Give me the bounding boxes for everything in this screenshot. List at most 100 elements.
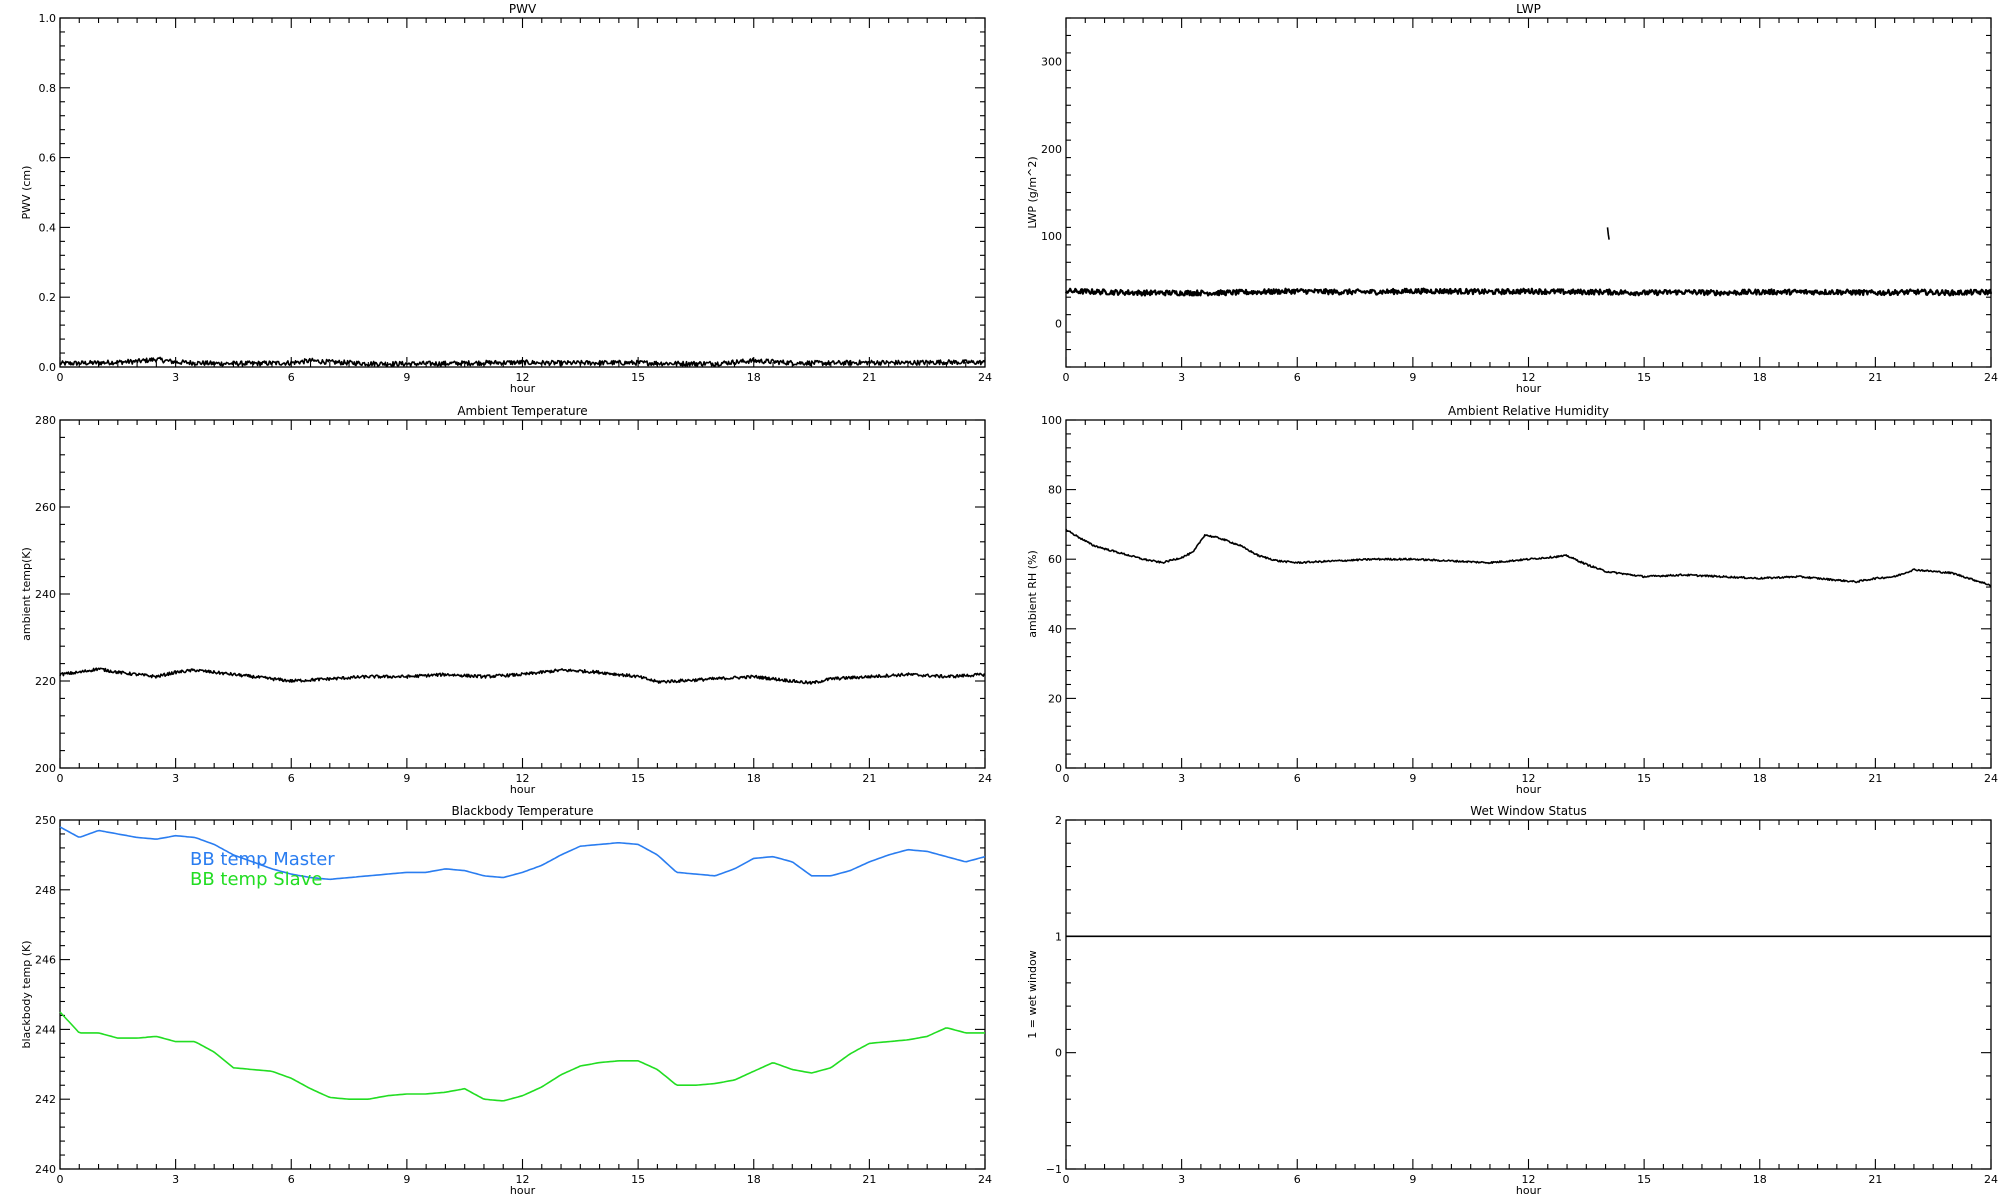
y-tick-label: 80: [1048, 484, 1062, 497]
y-tick-label: 0.2: [39, 291, 57, 304]
series-line-2: [1606, 227, 1610, 240]
x-tick-label: 0: [57, 1173, 64, 1186]
y-tick-label: 220: [35, 675, 56, 688]
x-tick-label: 6: [1294, 371, 1301, 384]
chart-panel-4: Ambient Relative Humidity 0 3 6 9 12 15 18 21 24 h…: [1026, 404, 1998, 796]
y-tick-label: 200: [35, 762, 56, 775]
x-axis-label: hour: [1516, 1184, 1542, 1197]
y-tick-label: 240: [35, 588, 56, 601]
x-tick-label: 3: [1178, 772, 1185, 785]
y-axis-label: PWV (cm): [20, 166, 33, 220]
x-tick-label: 12: [1522, 371, 1536, 384]
y-tick-label: 200: [1041, 143, 1062, 156]
x-axis-label: hour: [510, 1184, 536, 1197]
x-tick-label: 9: [403, 772, 410, 785]
x-tick-label: 6: [1294, 1173, 1301, 1186]
x-axis-label: hour: [1516, 382, 1542, 395]
x-tick-label: 18: [747, 1173, 761, 1186]
y-tick-label: 244: [35, 1023, 56, 1036]
x-tick-label: 6: [288, 1173, 295, 1186]
x-tick-label: 21: [862, 371, 876, 384]
x-tick-label: 9: [403, 371, 410, 384]
x-tick-label: 18: [747, 371, 761, 384]
plot-frame: [1065, 419, 1992, 769]
y-tick-label: 100: [1041, 414, 1062, 427]
x-axis-label: hour: [510, 382, 536, 395]
chart-title: Ambient Temperature: [457, 404, 587, 418]
x-tick-label: 9: [403, 1173, 410, 1186]
x-tick-label: 0: [1063, 371, 1070, 384]
x-tick-label: 24: [978, 1173, 992, 1186]
y-tick-label: 40: [1048, 623, 1062, 636]
series-line-1: [59, 356, 986, 367]
y-axis-label: ambient temp(K): [20, 547, 33, 641]
x-tick-label: 21: [862, 772, 876, 785]
y-tick-label: 0: [1055, 1047, 1062, 1060]
x-tick-label: 15: [631, 772, 645, 785]
series-line-1: [59, 667, 986, 685]
y-tick-label: 60: [1048, 553, 1062, 566]
y-tick-label: 100: [1041, 230, 1062, 243]
x-tick-label: 21: [862, 1173, 876, 1186]
legend-entry: BB temp Master: [190, 849, 335, 870]
legend-entry: BB temp Slave: [190, 869, 322, 890]
x-tick-label: 6: [1294, 772, 1301, 785]
x-tick-label: 24: [1984, 371, 1998, 384]
x-tick-label: 21: [1868, 772, 1882, 785]
x-tick-label: 15: [1637, 371, 1651, 384]
series-line-1: [1065, 287, 1993, 297]
chart-panel-2: LWP 0 3 6 9 12 15 18 21 24 hour 0 100 200 300 LWP (g/m^…: [1026, 2, 1998, 395]
y-tick-label: 240: [35, 1163, 56, 1176]
x-tick-label: 18: [747, 772, 761, 785]
x-tick-label: 0: [57, 371, 64, 384]
y-axis-label: ambient RH (%): [1026, 550, 1039, 638]
x-axis-label: hour: [510, 783, 536, 796]
y-tick-label: 20: [1048, 692, 1062, 705]
plot-frame: [1065, 819, 1992, 1170]
y-tick-label: 248: [35, 884, 56, 897]
x-tick-label: 0: [57, 772, 64, 785]
x-tick-label: 3: [172, 371, 179, 384]
y-axis-label: blackbody temp (K): [20, 941, 33, 1049]
x-tick-label: 15: [631, 1173, 645, 1186]
x-tick-label: 24: [978, 371, 992, 384]
x-tick-label: 12: [516, 371, 530, 384]
chart-panel-3: Ambient Temperature 0 3 6 9 12 15 18 21 24 hour 200…: [20, 404, 992, 796]
plot-frame: [59, 17, 986, 368]
x-tick-label: 24: [978, 772, 992, 785]
y-axis-label: LWP (g/m^2): [1026, 156, 1039, 228]
series-line-2: [59, 1011, 985, 1102]
x-tick-label: 0: [1063, 772, 1070, 785]
x-tick-label: 9: [1409, 772, 1416, 785]
series-line-1: [59, 826, 986, 881]
chart-title: Blackbody Temperature: [452, 804, 594, 818]
x-tick-label: 9: [1409, 1173, 1416, 1186]
x-tick-label: 6: [288, 371, 295, 384]
y-tick-label: 246: [35, 954, 56, 967]
chart-title: LWP: [1516, 2, 1541, 16]
x-tick-label: 3: [1178, 371, 1185, 384]
x-tick-label: 18: [1753, 1173, 1767, 1186]
x-tick-label: 15: [1637, 1173, 1651, 1186]
chart-title: Wet Window Status: [1470, 804, 1586, 818]
y-tick-label: 2: [1055, 814, 1062, 827]
y-tick-label: −1: [1046, 1163, 1062, 1176]
y-tick-label: 1: [1055, 930, 1062, 943]
y-tick-label: 0: [1055, 317, 1062, 330]
chart-title: PWV: [509, 2, 537, 16]
x-tick-label: 12: [1522, 1173, 1536, 1186]
x-tick-label: 6: [288, 772, 295, 785]
y-tick-label: 1.0: [39, 12, 57, 25]
y-tick-label: 0.4: [39, 221, 57, 234]
y-tick-label: 0.8: [39, 82, 57, 95]
x-tick-label: 24: [1984, 1173, 1998, 1186]
y-tick-label: 0: [1055, 762, 1062, 775]
chart-title: Ambient Relative Humidity: [1448, 404, 1609, 418]
x-tick-label: 21: [1868, 371, 1882, 384]
x-tick-label: 9: [1409, 371, 1416, 384]
y-tick-label: 0.0: [39, 361, 57, 374]
y-tick-label: 300: [1041, 56, 1062, 69]
x-axis-label: hour: [1516, 783, 1542, 796]
y-tick-label: 0.6: [39, 152, 57, 165]
